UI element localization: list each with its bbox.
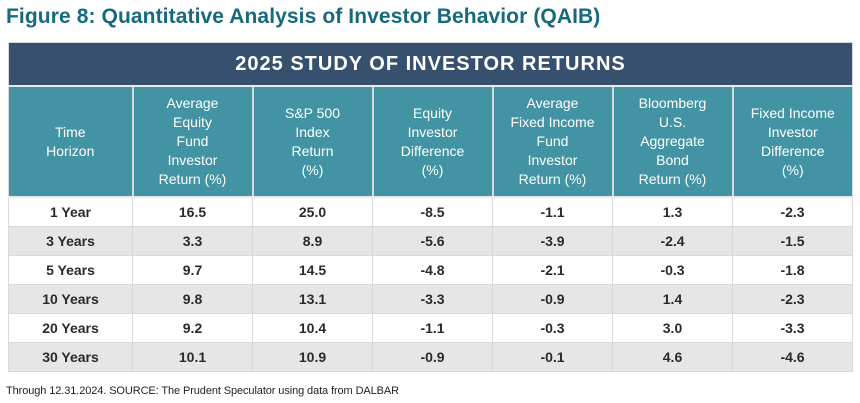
value-cell: -3.3 <box>372 284 493 314</box>
value-cell: 10.9 <box>252 342 373 372</box>
value-cell: 25.0 <box>252 196 373 227</box>
value-cell: -0.3 <box>612 255 733 285</box>
time-horizon-cell: 30 Years <box>8 342 133 372</box>
value-cell: -0.1 <box>492 342 613 372</box>
value-cell: 9.8 <box>132 284 253 314</box>
column-header: S&P 500 Index Return (%) <box>251 86 373 198</box>
time-horizon-cell: 1 Year <box>8 196 133 227</box>
value-cell: -3.9 <box>492 226 613 256</box>
investor-returns-table: 2025 STUDY OF INVESTOR RETURNS Time Hori… <box>8 42 854 372</box>
table-row: 5 Years 9.7 14.5 -4.8 -2.1 -0.3 -1.8 <box>8 255 854 285</box>
time-horizon-cell: 5 Years <box>8 255 133 285</box>
value-cell: -2.4 <box>612 226 733 256</box>
value-cell: -2.1 <box>492 255 613 285</box>
value-cell: -3.3 <box>731 313 854 343</box>
column-header: Bloomberg U.S. Aggregate Bond Return (%) <box>611 86 733 198</box>
column-header: Average Fixed Income Fund Investor Retur… <box>491 86 613 198</box>
column-header-row: Time Horizon Average Equity Fund Investor… <box>8 86 853 198</box>
value-cell: -1.8 <box>731 255 854 285</box>
value-cell: 1.3 <box>612 196 733 227</box>
time-horizon-cell: 10 Years <box>8 284 133 314</box>
table-title-row: 2025 STUDY OF INVESTOR RETURNS <box>8 42 853 87</box>
figure-title: Figure 8: Quantitative Analysis of Inves… <box>6 5 601 28</box>
value-cell: -1.1 <box>372 313 493 343</box>
column-header: Average Equity Fund Investor Return (%) <box>131 86 253 198</box>
table-title: 2025 STUDY OF INVESTOR RETURNS <box>8 42 853 87</box>
source-footnote: Through 12.31.2024. SOURCE: The Prudent … <box>6 385 399 397</box>
time-horizon-cell: 20 Years <box>8 313 133 343</box>
value-cell: 10.1 <box>132 342 253 372</box>
value-cell: -0.9 <box>372 342 493 372</box>
table-row: 3 Years 3.3 8.9 -5.6 -3.9 -2.4 -1.5 <box>8 226 854 256</box>
value-cell: 9.7 <box>132 255 253 285</box>
value-cell: -8.5 <box>372 196 493 227</box>
table-body: 1 Year 16.5 25.0 -8.5 -1.1 1.3 -2.3 3 Years 3.3 8… <box>8 196 854 372</box>
table-row: 20 Years 9.2 10.4 -1.1 -0.3 3.0 -3.3 <box>8 313 854 343</box>
value-cell: 10.4 <box>252 313 373 343</box>
value-cell: 14.5 <box>252 255 373 285</box>
value-cell: 16.5 <box>132 196 253 227</box>
value-cell: 9.2 <box>132 313 253 343</box>
column-header: Fixed Income Investor Difference (%) <box>731 86 853 198</box>
column-header: Time Horizon <box>8 86 133 198</box>
value-cell: 13.1 <box>252 284 373 314</box>
value-cell: -0.3 <box>492 313 613 343</box>
value-cell: -1.1 <box>492 196 613 227</box>
value-cell: -2.3 <box>731 284 854 314</box>
value-cell: 3.3 <box>132 226 253 256</box>
value-cell: 4.6 <box>612 342 733 372</box>
value-cell: -4.6 <box>731 342 854 372</box>
value-cell: 3.0 <box>612 313 733 343</box>
table-row: 1 Year 16.5 25.0 -8.5 -1.1 1.3 -2.3 <box>8 196 854 227</box>
qaib-figure: Figure 8: Quantitative Analysis of Inves… <box>0 4 860 403</box>
value-cell: -1.5 <box>731 226 854 256</box>
value-cell: 1.4 <box>612 284 733 314</box>
value-cell: -5.6 <box>372 226 493 256</box>
table-row: 30 Years 10.1 10.9 -0.9 -0.1 4.6 -4.6 <box>8 342 854 372</box>
value-cell: -2.3 <box>731 196 854 227</box>
value-cell: 8.9 <box>252 226 373 256</box>
time-horizon-cell: 3 Years <box>8 226 133 256</box>
column-header: Equity Investor Difference (%) <box>371 86 493 198</box>
value-cell: -4.8 <box>372 255 493 285</box>
value-cell: -0.9 <box>492 284 613 314</box>
table-row: 10 Years 9.8 13.1 -3.3 -0.9 1.4 -2.3 <box>8 284 854 314</box>
